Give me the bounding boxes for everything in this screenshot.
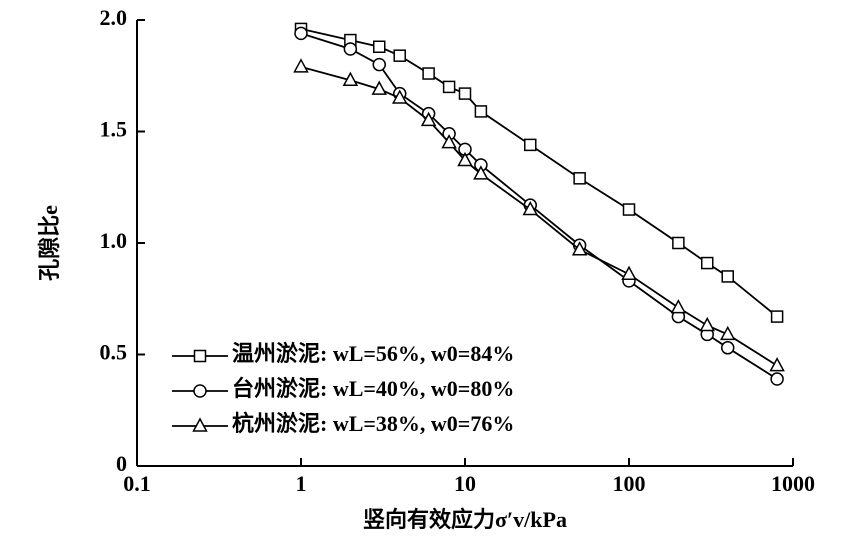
marker xyxy=(420,111,437,127)
x-tick-label: 0.1 xyxy=(123,471,151,496)
x-axis-label: 竖向有效应力σ′v/kPa xyxy=(363,507,567,532)
y-axis-label: 孔隙比e xyxy=(37,205,62,281)
marker xyxy=(700,256,714,270)
marker xyxy=(699,316,716,332)
marker xyxy=(393,49,406,62)
y-tick-label: 1.5 xyxy=(100,117,128,142)
marker xyxy=(294,26,308,41)
marker xyxy=(719,325,736,341)
legend-marker xyxy=(193,384,207,398)
legend-label: 杭州淤泥: wL=38%, w0=76% xyxy=(232,411,514,436)
marker xyxy=(720,341,735,355)
x-tick-label: 10 xyxy=(454,471,476,496)
marker xyxy=(571,241,588,256)
marker xyxy=(342,71,359,86)
marker xyxy=(672,236,685,250)
marker xyxy=(522,200,539,216)
marker xyxy=(372,40,386,54)
marker xyxy=(422,67,435,80)
legend-marker xyxy=(192,417,208,432)
legend-label: 温州淤泥: wL=56%, w0=84% xyxy=(232,341,514,366)
marker xyxy=(524,138,537,152)
y-tick-label: 0.5 xyxy=(100,340,128,365)
marker xyxy=(391,89,408,104)
x-tick-label: 100 xyxy=(613,471,646,496)
marker xyxy=(770,372,784,386)
marker xyxy=(473,165,489,180)
marker xyxy=(442,80,456,94)
series-line xyxy=(300,28,778,318)
marker xyxy=(293,58,309,73)
x-tick-label: 1 xyxy=(296,471,307,496)
marker xyxy=(474,105,488,118)
marker xyxy=(769,357,785,372)
legend-label: 台州淤泥: wL=40%, w0=80% xyxy=(232,376,514,401)
marker xyxy=(770,310,784,323)
y-tick-label: 0 xyxy=(116,451,127,476)
marker xyxy=(573,172,586,185)
marker xyxy=(457,151,473,167)
marker xyxy=(343,42,358,56)
legend-marker xyxy=(193,349,207,363)
marker xyxy=(621,265,637,280)
y-tick-label: 1.0 xyxy=(100,228,128,253)
marker xyxy=(721,270,734,283)
marker xyxy=(441,134,457,149)
marker xyxy=(372,57,386,72)
marker xyxy=(458,87,472,100)
marker xyxy=(670,299,687,314)
marker xyxy=(371,80,388,95)
x-tick-label: 1000 xyxy=(771,471,815,496)
y-tick-label: 2.0 xyxy=(100,5,128,30)
marker xyxy=(622,203,636,216)
